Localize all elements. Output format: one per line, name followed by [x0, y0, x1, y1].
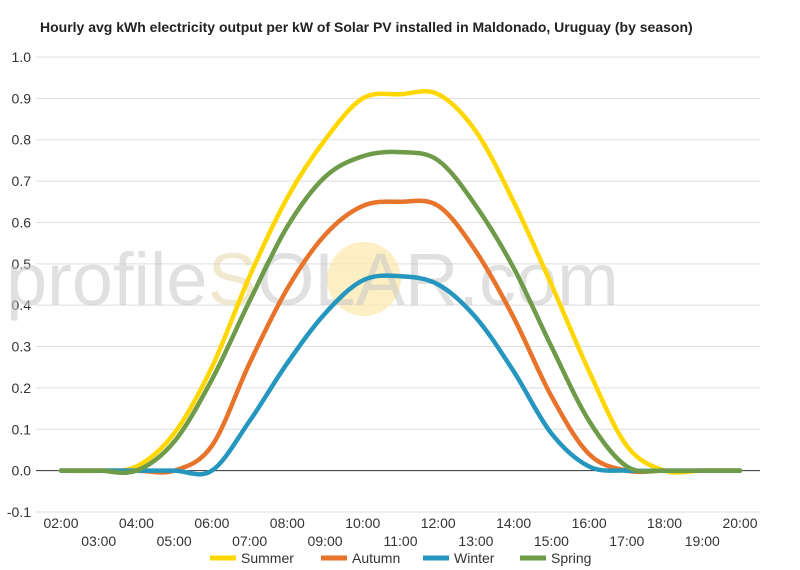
- y-tick-label: 0.2: [12, 380, 32, 396]
- x-axis-ticks: 02:0003:0004:0005:0006:0007:0008:0009:00…: [43, 515, 757, 549]
- x-tick-label: 11:00: [384, 533, 418, 549]
- y-axis-ticks: -0.1 0.0 0.1 0.2 0.3 0.4 0.5 0.6 0.7 0.8 0.9 1.0: [7, 49, 31, 520]
- y-tick-label: 0.3: [12, 339, 32, 355]
- y-tick-label: 1.0: [12, 49, 32, 65]
- y-tick-label: 0.9: [12, 90, 32, 106]
- x-tick-label: 05:00: [157, 533, 192, 549]
- x-tick-label: 12:00: [421, 515, 456, 531]
- legend-label-spring: Spring: [551, 550, 591, 566]
- x-tick-label: 20:00: [722, 515, 757, 531]
- y-tick-label: 0.5: [12, 256, 32, 272]
- y-tick-label: 0.4: [12, 297, 32, 313]
- y-tick-label: 0.8: [12, 132, 32, 148]
- chart-title: Hourly avg kWh electricity output per kW…: [40, 19, 693, 35]
- x-tick-label: 02:00: [43, 515, 78, 531]
- legend-label-autumn: Autumn: [352, 550, 400, 566]
- y-tick-label: 0.1: [12, 421, 32, 437]
- x-tick-label: 13:00: [458, 533, 493, 549]
- legend-label-summer: Summer: [241, 550, 294, 566]
- y-tick-label: 0.0: [12, 463, 32, 479]
- series-line-winter: [58, 273, 743, 477]
- series-lines: [58, 89, 743, 477]
- x-tick-label: 08:00: [270, 515, 305, 531]
- y-tick-label: -0.1: [7, 504, 31, 520]
- x-tick-label: 10:00: [345, 515, 380, 531]
- legend-label-winter: Winter: [454, 550, 495, 566]
- gridlines: [36, 56, 760, 513]
- x-tick-label: 04:00: [119, 515, 154, 531]
- y-tick-label: 0.6: [12, 214, 32, 230]
- legend: Summer Autumn Winter Spring: [210, 550, 591, 566]
- x-tick-label: 07:00: [232, 533, 267, 549]
- series-line-summer: [58, 89, 743, 475]
- x-tick-label: 18:00: [647, 515, 682, 531]
- y-tick-label: 0.7: [12, 173, 32, 189]
- x-tick-label: 16:00: [572, 515, 607, 531]
- x-tick-label: 17:00: [609, 533, 644, 549]
- x-tick-label: 15:00: [534, 533, 569, 549]
- series-line-spring: [58, 149, 743, 476]
- x-tick-label: 06:00: [194, 515, 229, 531]
- x-tick-label: 19:00: [685, 533, 720, 549]
- x-tick-label: 03:00: [81, 533, 116, 549]
- x-tick-label: 14:00: [496, 515, 531, 531]
- x-tick-label: 09:00: [308, 533, 343, 549]
